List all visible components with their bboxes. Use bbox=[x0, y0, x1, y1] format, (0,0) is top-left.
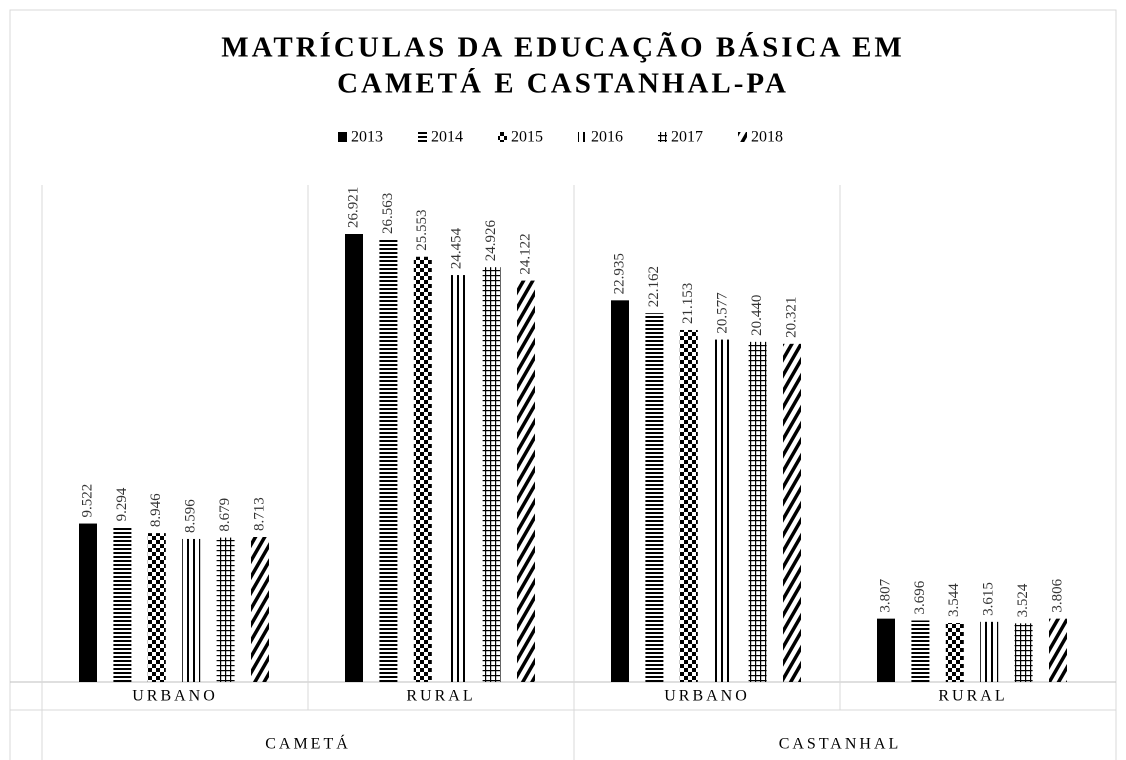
bar bbox=[113, 527, 132, 682]
group-label: CASTANHAL bbox=[779, 736, 902, 753]
chart-subtitle: CAMETÁ E CASTANHAL-PA bbox=[337, 67, 789, 100]
value-label: 25.553 bbox=[414, 210, 430, 251]
bar bbox=[714, 339, 733, 682]
legend-label: 2014 bbox=[431, 129, 463, 146]
value-label: 8.679 bbox=[217, 498, 233, 532]
chart-title: MATRÍCULAS DA EDUCAÇÃO BÁSICA EM bbox=[221, 31, 905, 64]
legend-swatch bbox=[658, 132, 667, 142]
legend-label: 2018 bbox=[751, 129, 783, 146]
value-label: 3.807 bbox=[877, 578, 893, 612]
value-label: 24.122 bbox=[517, 233, 533, 274]
bar bbox=[877, 618, 895, 682]
value-label: 8.946 bbox=[148, 493, 164, 527]
bar bbox=[345, 234, 363, 682]
legend-swatch bbox=[578, 132, 587, 142]
bar bbox=[517, 280, 535, 682]
value-label: 20.440 bbox=[749, 295, 765, 336]
chart-border bbox=[9, 9, 1117, 760]
legend-label: 2016 bbox=[591, 129, 623, 146]
value-label: 3.696 bbox=[912, 580, 928, 614]
bar bbox=[216, 537, 235, 682]
value-label: 9.294 bbox=[114, 487, 130, 521]
legend-label: 2015 bbox=[511, 129, 543, 146]
bar bbox=[679, 329, 698, 682]
value-label: 8.713 bbox=[251, 497, 267, 531]
bar bbox=[748, 341, 767, 682]
value-label: 3.806 bbox=[1049, 578, 1065, 612]
bar bbox=[147, 533, 166, 682]
value-label: 20.321 bbox=[783, 297, 799, 338]
value-label: 9.522 bbox=[79, 484, 95, 518]
value-label: 26.563 bbox=[380, 193, 396, 234]
bar bbox=[611, 300, 629, 682]
bar bbox=[482, 267, 501, 682]
bar bbox=[79, 523, 97, 682]
bar bbox=[182, 538, 201, 682]
value-label: 20.577 bbox=[715, 292, 731, 334]
x-tick-label: URBANO bbox=[132, 688, 218, 705]
bar bbox=[945, 623, 964, 682]
x-tick-label: RURAL bbox=[406, 688, 475, 705]
group-label: CAMETÁ bbox=[265, 734, 351, 753]
value-label: 3.615 bbox=[981, 582, 997, 616]
value-label: 21.153 bbox=[680, 283, 696, 324]
value-label: 26.921 bbox=[345, 187, 361, 228]
x-tick-label: RURAL bbox=[938, 688, 1007, 705]
legend-swatch bbox=[338, 132, 347, 142]
value-label: 24.454 bbox=[449, 227, 465, 269]
x-tick-label: URBANO bbox=[664, 688, 750, 705]
bar bbox=[911, 620, 930, 682]
bar bbox=[980, 621, 999, 682]
bar bbox=[251, 537, 269, 682]
bar bbox=[783, 343, 801, 682]
legend-label: 2013 bbox=[351, 129, 383, 146]
legend-swatch bbox=[738, 132, 747, 142]
bar bbox=[1049, 618, 1067, 682]
bar bbox=[645, 313, 664, 682]
bar bbox=[448, 275, 467, 682]
bar bbox=[413, 256, 432, 682]
value-label: 24.926 bbox=[483, 219, 499, 261]
legend-swatch bbox=[418, 132, 427, 142]
bar bbox=[379, 239, 398, 682]
value-label: 3.524 bbox=[1015, 583, 1031, 617]
value-label: 3.544 bbox=[946, 583, 962, 617]
value-label: 8.596 bbox=[183, 499, 199, 533]
value-label: 22.162 bbox=[646, 266, 662, 307]
legend-label: 2017 bbox=[671, 129, 703, 146]
legend-swatch bbox=[498, 132, 507, 142]
bar bbox=[1014, 623, 1033, 682]
value-label: 22.935 bbox=[611, 253, 627, 294]
